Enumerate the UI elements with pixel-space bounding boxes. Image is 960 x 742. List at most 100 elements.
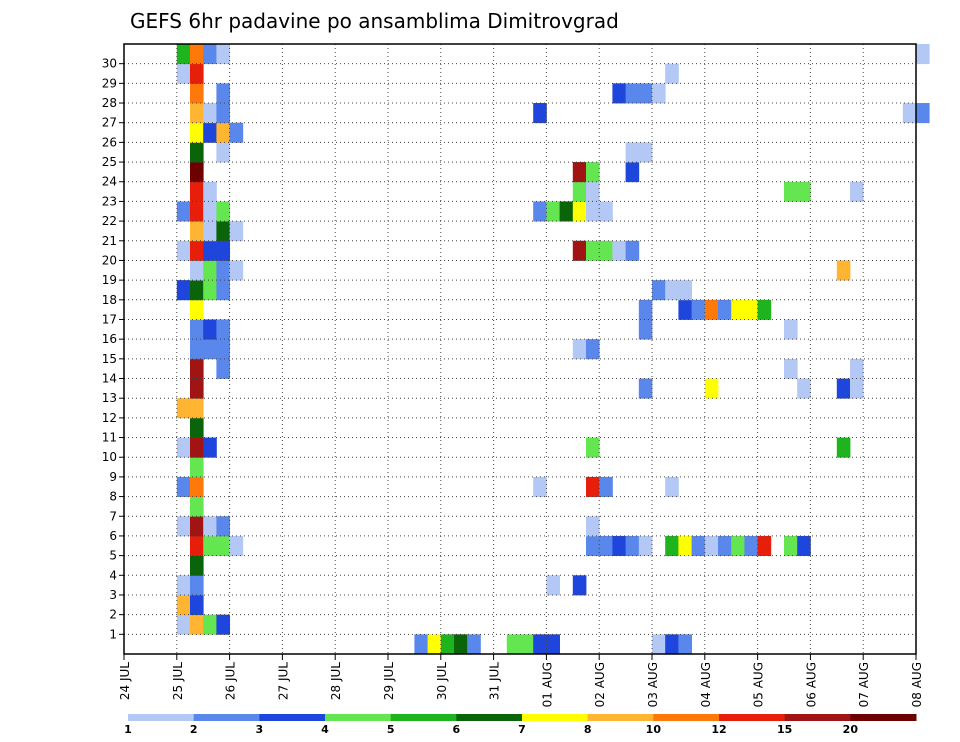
heatmap-cell bbox=[586, 201, 600, 222]
y-tick-label: 12 bbox=[102, 411, 117, 425]
heatmap-cell bbox=[625, 83, 640, 104]
x-tick-label: 30 JUL bbox=[435, 662, 449, 700]
legend-swatch bbox=[850, 714, 917, 721]
heatmap-cell bbox=[572, 162, 587, 183]
heatmap-cell bbox=[625, 240, 640, 261]
heatmap-cell bbox=[190, 122, 204, 143]
heatmap-cell bbox=[216, 516, 230, 537]
heatmap-cell bbox=[190, 260, 204, 281]
heatmap-cell bbox=[427, 634, 442, 655]
y-tick-label: 19 bbox=[102, 273, 117, 287]
y-tick-label: 2 bbox=[109, 608, 117, 622]
heatmap-cell bbox=[784, 319, 798, 340]
y-tick-label: 5 bbox=[109, 549, 117, 563]
heatmap-cell bbox=[836, 260, 851, 281]
heatmap-cell bbox=[229, 535, 244, 557]
y-tick-label: 25 bbox=[102, 155, 117, 169]
heatmap-cell bbox=[572, 201, 587, 222]
heatmap-cell bbox=[190, 142, 204, 163]
legend-swatch bbox=[390, 714, 457, 721]
legend-label: 15 bbox=[777, 723, 792, 736]
heatmap-cell bbox=[850, 181, 864, 202]
heatmap-cell bbox=[520, 634, 534, 655]
heatmap-cell bbox=[546, 201, 560, 222]
heatmap-cell bbox=[718, 535, 732, 557]
heatmap-cell bbox=[454, 634, 468, 655]
legend-label: 12 bbox=[711, 723, 726, 736]
legend-swatch bbox=[587, 714, 654, 721]
heatmap-cell bbox=[203, 516, 217, 537]
heatmap-cell bbox=[612, 83, 626, 104]
heatmap-cell bbox=[533, 103, 547, 124]
color-legend: 1 2 3 4 5 6 7 8 10 12 15 20 bbox=[124, 714, 917, 736]
y-tick-label: 11 bbox=[102, 431, 117, 445]
heatmap-cell bbox=[203, 437, 217, 458]
heatmap-cell bbox=[190, 63, 204, 84]
legend-label: 8 bbox=[584, 723, 592, 736]
heatmap-cell bbox=[216, 535, 230, 557]
y-tick-label: 17 bbox=[102, 312, 117, 326]
heatmap-cell bbox=[203, 319, 217, 340]
y-tick-label: 1 bbox=[109, 627, 117, 641]
heatmap-cell bbox=[203, 240, 217, 261]
heatmap-cell bbox=[850, 378, 864, 399]
y-tick-label: 27 bbox=[102, 116, 117, 130]
heatmap-cell bbox=[229, 122, 244, 143]
y-tick-label: 26 bbox=[102, 135, 117, 149]
heatmap-cell bbox=[190, 378, 204, 399]
heatmap-cell bbox=[216, 44, 230, 65]
y-tick-label: 9 bbox=[109, 470, 117, 484]
y-tick-label: 22 bbox=[102, 214, 117, 228]
heatmap-cell bbox=[678, 535, 692, 557]
legend-swatch bbox=[325, 714, 392, 721]
heatmap-cell bbox=[638, 142, 653, 163]
heatmap-cell bbox=[652, 83, 666, 104]
x-tick-label: 25 JUL bbox=[171, 662, 185, 700]
heatmap-cell bbox=[216, 201, 230, 222]
heatmap-cell bbox=[216, 339, 230, 360]
heatmap-cell bbox=[638, 378, 653, 399]
heatmap-cell bbox=[572, 575, 587, 596]
heatmap-cell bbox=[665, 63, 679, 84]
x-tick-label: 27 JUL bbox=[276, 662, 290, 700]
heatmap-cell bbox=[216, 103, 230, 124]
legend-label: 10 bbox=[646, 723, 662, 736]
heatmap-cell bbox=[625, 162, 640, 183]
heatmap-cell bbox=[704, 378, 719, 399]
heatmap-cell bbox=[744, 299, 758, 320]
legend-label: 2 bbox=[190, 723, 198, 736]
heatmap-cell bbox=[586, 476, 600, 497]
heatmap-cell bbox=[533, 634, 547, 655]
x-tick-label: 02 AUG bbox=[593, 662, 607, 707]
heatmap-cell bbox=[203, 221, 217, 242]
chart-title: GEFS 6hr padavine po ansamblima Dimitrov… bbox=[130, 9, 619, 33]
heatmap-cell bbox=[190, 555, 204, 576]
heatmap-cell bbox=[190, 280, 204, 301]
heatmap-cell bbox=[216, 221, 230, 242]
heatmap-cell bbox=[704, 535, 719, 557]
legend-swatch bbox=[128, 714, 195, 721]
y-axis: 1234567891011121314151617181920212223242… bbox=[102, 57, 124, 641]
y-tick-label: 18 bbox=[102, 293, 117, 307]
heatmap-cell bbox=[586, 240, 600, 261]
heatmap-cell bbox=[216, 280, 230, 301]
heatmap-cell bbox=[203, 103, 217, 124]
heatmap-cell bbox=[836, 378, 851, 399]
legend-label: 5 bbox=[387, 723, 395, 736]
heatmap-cell bbox=[572, 181, 587, 202]
y-tick-label: 21 bbox=[102, 234, 117, 248]
heatmap-cell bbox=[216, 240, 230, 261]
heatmap-cell bbox=[176, 44, 191, 65]
heatmap-cell bbox=[190, 476, 204, 497]
heatmap-cell bbox=[190, 162, 204, 183]
x-tick-label: 05 AUG bbox=[752, 662, 766, 707]
y-tick-label: 16 bbox=[102, 332, 117, 346]
heatmap-cell bbox=[216, 319, 230, 340]
heatmap-cell bbox=[203, 614, 217, 635]
y-tick-label: 29 bbox=[102, 76, 117, 90]
heatmap-cell bbox=[916, 44, 930, 65]
x-tick-label: 03 AUG bbox=[646, 662, 660, 707]
heatmap-cell bbox=[440, 634, 455, 655]
legend-swatch bbox=[193, 714, 260, 721]
